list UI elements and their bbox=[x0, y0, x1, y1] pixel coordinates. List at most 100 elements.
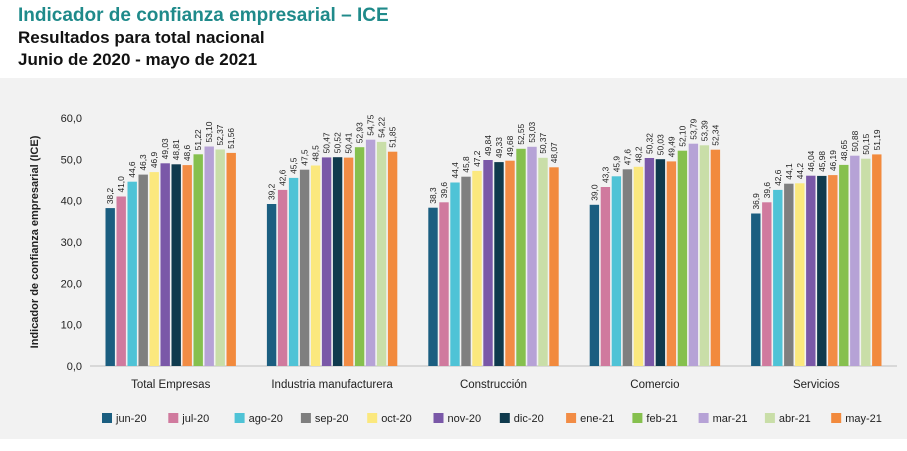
bar-chart: 0,0 10,0 20,0 30,0 40,0 50,0 60,0 Indicador de … bbox=[29, 113, 897, 425]
bar bbox=[439, 202, 449, 366]
legend-label: abr-21 bbox=[779, 413, 811, 425]
data-label: 39,6 bbox=[762, 182, 772, 199]
bar bbox=[204, 146, 214, 366]
data-label: 49,33 bbox=[494, 137, 504, 158]
bar bbox=[850, 155, 860, 366]
bar bbox=[332, 157, 343, 366]
bar bbox=[655, 159, 666, 366]
bar bbox=[215, 149, 225, 366]
data-label: 52,37 bbox=[215, 124, 225, 145]
bar bbox=[762, 202, 772, 366]
bar bbox=[149, 172, 159, 366]
bar bbox=[600, 187, 611, 366]
chart-header: Indicador de confianza empresarial – ICE… bbox=[18, 5, 389, 71]
bar bbox=[277, 189, 288, 366]
legend-swatch bbox=[367, 413, 378, 423]
data-label: 38,3 bbox=[428, 187, 438, 204]
y-tick-label: 0,0 bbox=[67, 361, 82, 373]
data-label: 47,2 bbox=[472, 150, 482, 167]
data-label: 48,6 bbox=[182, 144, 192, 161]
bar bbox=[365, 139, 376, 366]
data-label: 51,19 bbox=[872, 129, 882, 150]
bar bbox=[376, 141, 387, 366]
bar bbox=[773, 189, 783, 366]
bar bbox=[105, 208, 115, 366]
data-label: 52,55 bbox=[516, 123, 526, 144]
legend-label: oct-20 bbox=[381, 413, 412, 425]
data-label: 45,5 bbox=[289, 157, 299, 174]
legend-label: mar-21 bbox=[713, 413, 748, 425]
category-label: Industria manufacturera bbox=[271, 379, 393, 391]
data-label: 49,03 bbox=[160, 138, 170, 159]
category-label: Total Empresas bbox=[131, 379, 211, 391]
data-label: 49,84 bbox=[483, 135, 493, 156]
bar bbox=[354, 147, 365, 366]
data-label: 50,32 bbox=[644, 133, 654, 154]
legend-swatch bbox=[234, 413, 245, 423]
y-tick-label: 10,0 bbox=[61, 320, 82, 332]
data-label: 43,3 bbox=[600, 166, 610, 183]
bar bbox=[310, 165, 321, 366]
data-label: 54,22 bbox=[377, 117, 387, 138]
data-label: 53,03 bbox=[527, 121, 537, 142]
y-tick-label: 50,0 bbox=[61, 154, 82, 166]
bar bbox=[677, 150, 688, 366]
legend-label: ago-20 bbox=[249, 413, 283, 425]
bar bbox=[321, 157, 332, 366]
bar bbox=[138, 174, 148, 366]
y-tick-label: 60,0 bbox=[61, 113, 82, 125]
data-label: 46,04 bbox=[806, 150, 816, 171]
bar bbox=[182, 165, 192, 366]
bar bbox=[171, 164, 181, 366]
bar bbox=[817, 175, 827, 366]
bar bbox=[806, 175, 816, 366]
data-label: 39,2 bbox=[267, 183, 277, 200]
bar bbox=[589, 204, 600, 366]
bar bbox=[494, 162, 504, 366]
bar bbox=[299, 169, 310, 366]
data-label: 42,6 bbox=[278, 169, 288, 186]
legend-swatch bbox=[698, 413, 709, 423]
legend-label: feb-21 bbox=[646, 413, 677, 425]
legend-label: ene-21 bbox=[580, 413, 614, 425]
data-label: 51,85 bbox=[388, 126, 398, 147]
bar bbox=[644, 158, 655, 366]
bar bbox=[795, 183, 805, 366]
legend-swatch bbox=[102, 413, 112, 423]
bar bbox=[428, 207, 438, 366]
y-tick-label: 40,0 bbox=[61, 196, 82, 208]
bar bbox=[116, 196, 126, 366]
data-label: 52,93 bbox=[355, 122, 365, 143]
bar bbox=[461, 176, 471, 366]
data-label: 48,07 bbox=[549, 142, 559, 163]
legend-label: jun-20 bbox=[115, 413, 147, 425]
legend-swatch bbox=[632, 413, 643, 423]
y-tick-label: 20,0 bbox=[61, 278, 82, 290]
bar bbox=[699, 145, 710, 366]
legend-swatch bbox=[433, 413, 444, 423]
bar bbox=[828, 175, 838, 366]
legend-swatch bbox=[566, 413, 577, 423]
legend-label: jul-20 bbox=[181, 413, 209, 425]
y-tick-label: 30,0 bbox=[61, 237, 82, 249]
data-label: 48,2 bbox=[633, 146, 643, 163]
bar bbox=[387, 151, 398, 366]
bar bbox=[193, 154, 203, 366]
data-label: 50,37 bbox=[538, 132, 548, 153]
category-label: Comercio bbox=[630, 379, 679, 391]
legend-label: nov-20 bbox=[448, 413, 482, 425]
data-label: 44,1 bbox=[784, 163, 794, 180]
legend-swatch bbox=[168, 413, 179, 423]
data-label: 45,8 bbox=[461, 156, 471, 173]
bar bbox=[538, 157, 548, 366]
data-label: 51,22 bbox=[193, 129, 203, 150]
data-label: 49,49 bbox=[666, 136, 676, 157]
data-label: 53,10 bbox=[204, 121, 214, 142]
data-label: 53,39 bbox=[699, 120, 709, 141]
bar bbox=[688, 143, 699, 366]
bar bbox=[710, 149, 721, 366]
bar bbox=[751, 213, 761, 366]
data-label: 50,52 bbox=[333, 132, 343, 153]
bar bbox=[633, 166, 644, 366]
bar bbox=[527, 146, 537, 366]
